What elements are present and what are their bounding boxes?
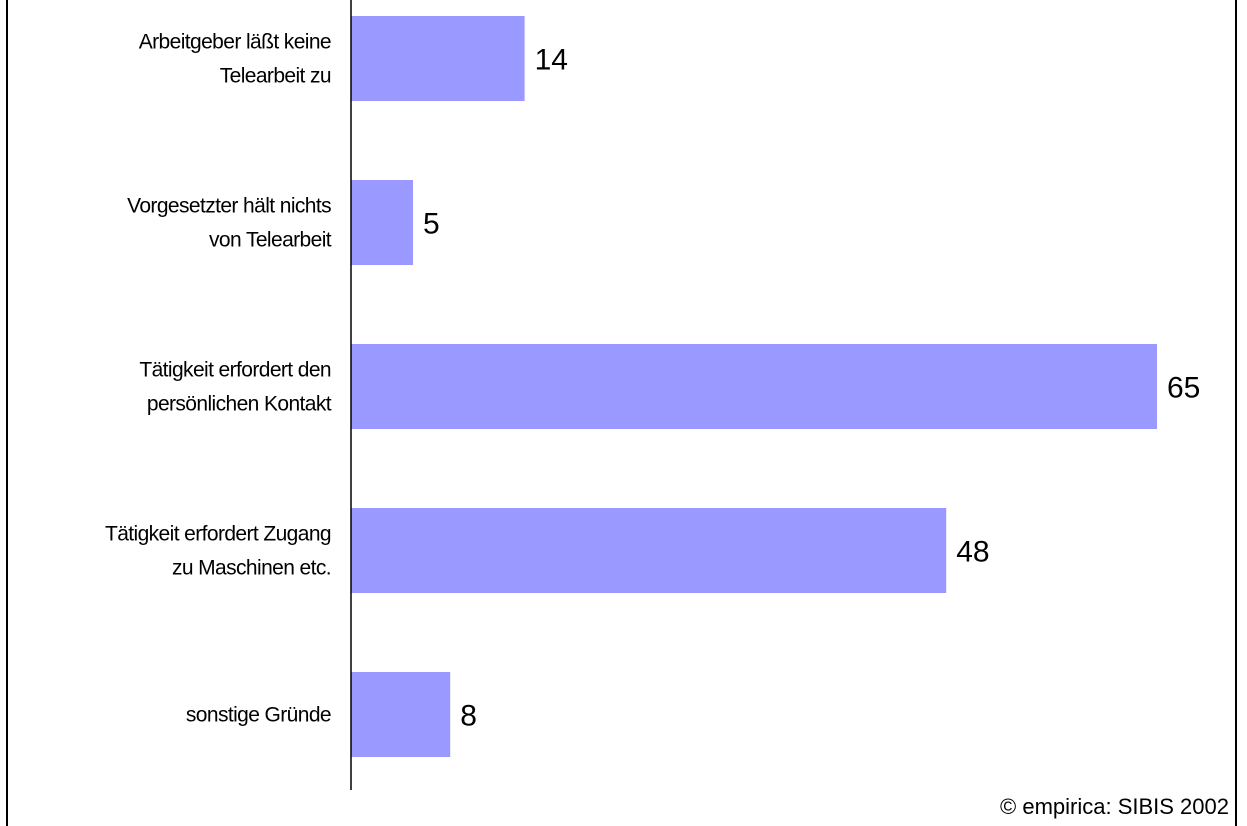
value-label-3: 65 <box>1167 372 1200 405</box>
category-label-line: Tätigkeit erfordert Zugang <box>105 523 331 546</box>
value-labels-group: 14 5 65 48 8 <box>423 44 1200 733</box>
category-label-3: Tätigkeit erfordert den persönlichen Kont… <box>139 359 331 416</box>
bar-3 <box>351 344 1157 429</box>
bar-1 <box>351 16 525 101</box>
category-label-1: Arbeitgeber läßt keine Telearbeit zu <box>139 31 331 88</box>
value-label-2: 5 <box>423 208 440 241</box>
category-label-line: von Telearbeit <box>209 229 332 252</box>
category-label-line: persönlichen Kontakt <box>147 393 332 416</box>
value-label-1: 14 <box>535 44 568 77</box>
category-label-line: Tätigkeit erfordert den <box>139 359 331 382</box>
category-label-line: sonstige Gründe <box>186 704 331 727</box>
value-label-5: 8 <box>460 700 477 733</box>
category-label-line: zu Maschinen etc. <box>172 557 331 580</box>
category-label-2: Vorgesetzter hält nichts von Telearbeit <box>127 195 332 252</box>
category-label-line: Vorgesetzter hält nichts <box>127 195 331 218</box>
category-labels-group: Arbeitgeber läßt keine Telearbeit zu Vorge… <box>105 31 332 727</box>
copyright-text: © empirica: SIBIS 2002 <box>1000 794 1229 819</box>
bar-5 <box>351 672 451 757</box>
category-label-line: Telearbeit zu <box>220 65 331 88</box>
bars-group <box>351 16 1157 757</box>
bar-2 <box>351 180 413 265</box>
category-label-4: Tätigkeit erfordert Zugang zu Maschinen e… <box>105 523 331 580</box>
value-label-4: 48 <box>956 536 989 569</box>
category-label-5: sonstige Gründe <box>186 704 331 727</box>
bar-4 <box>351 508 947 593</box>
category-label-line: Arbeitgeber läßt keine <box>139 31 331 54</box>
